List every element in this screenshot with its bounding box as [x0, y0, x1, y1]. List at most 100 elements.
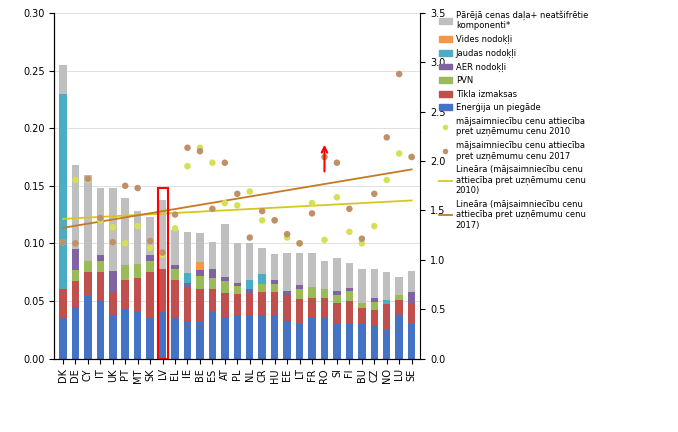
- Bar: [209, 242, 216, 269]
- Bar: [184, 283, 191, 287]
- Point: [257, 208, 268, 215]
- Point: [144, 238, 155, 245]
- Bar: [346, 324, 353, 359]
- Point: [357, 235, 367, 242]
- Bar: [308, 298, 316, 318]
- Bar: [146, 260, 154, 272]
- Bar: [96, 255, 104, 260]
- Point: [269, 217, 280, 224]
- Bar: [271, 254, 279, 280]
- Bar: [84, 295, 92, 359]
- Bar: [271, 292, 279, 315]
- Point: [406, 153, 417, 160]
- Point: [357, 240, 367, 247]
- Bar: [159, 200, 166, 269]
- Bar: [184, 232, 191, 273]
- Bar: [159, 312, 166, 359]
- Bar: [196, 262, 203, 270]
- Point: [144, 245, 155, 251]
- Bar: [246, 294, 254, 315]
- Point: [281, 231, 292, 238]
- Bar: [146, 255, 154, 260]
- Bar: [157, 188, 167, 359]
- Bar: [196, 276, 203, 289]
- Bar: [72, 165, 79, 249]
- Point: [406, 153, 417, 160]
- Bar: [333, 295, 340, 303]
- Point: [58, 239, 68, 246]
- Point: [83, 175, 94, 182]
- Bar: [184, 287, 191, 322]
- Bar: [383, 330, 391, 359]
- Bar: [72, 281, 79, 307]
- Bar: [84, 175, 92, 260]
- Bar: [221, 293, 228, 318]
- Bar: [408, 324, 416, 359]
- Bar: [59, 289, 66, 318]
- Bar: [358, 269, 365, 303]
- Bar: [246, 280, 254, 289]
- Point: [58, 239, 68, 246]
- Legend: Pārējā cenas daļa+ neatšifrētie
komponenti*, Vides nodoķļi, Jaudas nodoķļi, AER : Pārējā cenas daļa+ neatšifrētie komponen…: [439, 10, 589, 230]
- Bar: [271, 280, 279, 284]
- Bar: [233, 315, 241, 359]
- Bar: [271, 315, 279, 359]
- Bar: [246, 315, 254, 359]
- Bar: [209, 289, 216, 312]
- Bar: [172, 269, 179, 280]
- Bar: [283, 253, 291, 291]
- Bar: [196, 322, 203, 359]
- Bar: [283, 321, 291, 359]
- Bar: [333, 303, 340, 324]
- Bar: [395, 300, 403, 315]
- Bar: [109, 188, 117, 271]
- Bar: [383, 305, 391, 330]
- Bar: [109, 271, 117, 292]
- Bar: [321, 260, 328, 289]
- Point: [232, 202, 243, 209]
- Point: [132, 184, 143, 191]
- Bar: [283, 291, 291, 295]
- Bar: [134, 264, 142, 278]
- Bar: [358, 303, 365, 308]
- Bar: [172, 265, 179, 269]
- Bar: [333, 258, 340, 291]
- Bar: [209, 278, 216, 289]
- Bar: [258, 248, 266, 274]
- Point: [369, 222, 380, 229]
- Point: [107, 239, 118, 246]
- Bar: [59, 65, 66, 94]
- Point: [369, 191, 380, 197]
- Point: [332, 159, 342, 166]
- Point: [232, 191, 243, 197]
- Bar: [346, 263, 353, 288]
- Bar: [109, 315, 117, 359]
- Bar: [146, 272, 154, 318]
- Bar: [346, 288, 353, 291]
- Bar: [321, 318, 328, 359]
- Bar: [209, 312, 216, 359]
- Point: [207, 205, 218, 212]
- Bar: [408, 271, 416, 292]
- Bar: [296, 289, 303, 299]
- Bar: [96, 272, 104, 301]
- Point: [70, 240, 81, 247]
- Bar: [371, 269, 378, 298]
- Point: [220, 159, 231, 166]
- Bar: [233, 286, 241, 294]
- Bar: [121, 309, 129, 359]
- Point: [107, 224, 118, 231]
- Bar: [383, 272, 391, 300]
- Point: [244, 188, 255, 195]
- Bar: [134, 211, 142, 264]
- Point: [182, 163, 193, 170]
- Point: [381, 134, 392, 141]
- Bar: [96, 188, 104, 255]
- Bar: [196, 289, 203, 322]
- Bar: [408, 292, 416, 303]
- Bar: [296, 253, 303, 285]
- Bar: [283, 295, 291, 321]
- Point: [319, 153, 330, 160]
- Bar: [258, 284, 266, 292]
- Bar: [333, 324, 340, 359]
